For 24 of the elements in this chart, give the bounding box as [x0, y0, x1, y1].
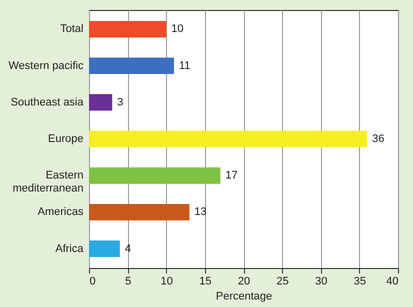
- data-label: 11: [178, 60, 190, 72]
- y-tick-label: Eastern mediterranean: [12, 170, 84, 195]
- y-tick-label: Europe: [48, 133, 84, 145]
- x-tick-label: 35: [354, 276, 366, 288]
- y-tick-label: Southeast asia: [10, 96, 84, 108]
- y-tick-label: Total: [60, 23, 84, 36]
- x-tick-label: 15: [199, 276, 212, 288]
- data-label: 3: [117, 96, 124, 108]
- x-tick-label: 25: [276, 276, 289, 288]
- x-tick-label: 30: [315, 276, 328, 288]
- x-tick-label: 5: [125, 276, 132, 288]
- y-tick-label: Western pacific: [8, 60, 84, 72]
- x-tick-label: 20: [238, 276, 250, 288]
- data-label: 13: [194, 206, 207, 218]
- x-axis-title: Percentage: [216, 290, 272, 302]
- y-tick-label: Americas: [38, 206, 84, 218]
- data-label: 10: [171, 23, 184, 36]
- x-tick-label: 0: [90, 276, 96, 288]
- data-label: 36: [372, 133, 384, 145]
- data-label: 4: [124, 242, 132, 255]
- x-tick-label: 10: [160, 276, 173, 288]
- x-tick-label: 40: [386, 276, 398, 288]
- data-label: 17: [225, 170, 238, 182]
- y-tick-label: Africa: [55, 242, 84, 255]
